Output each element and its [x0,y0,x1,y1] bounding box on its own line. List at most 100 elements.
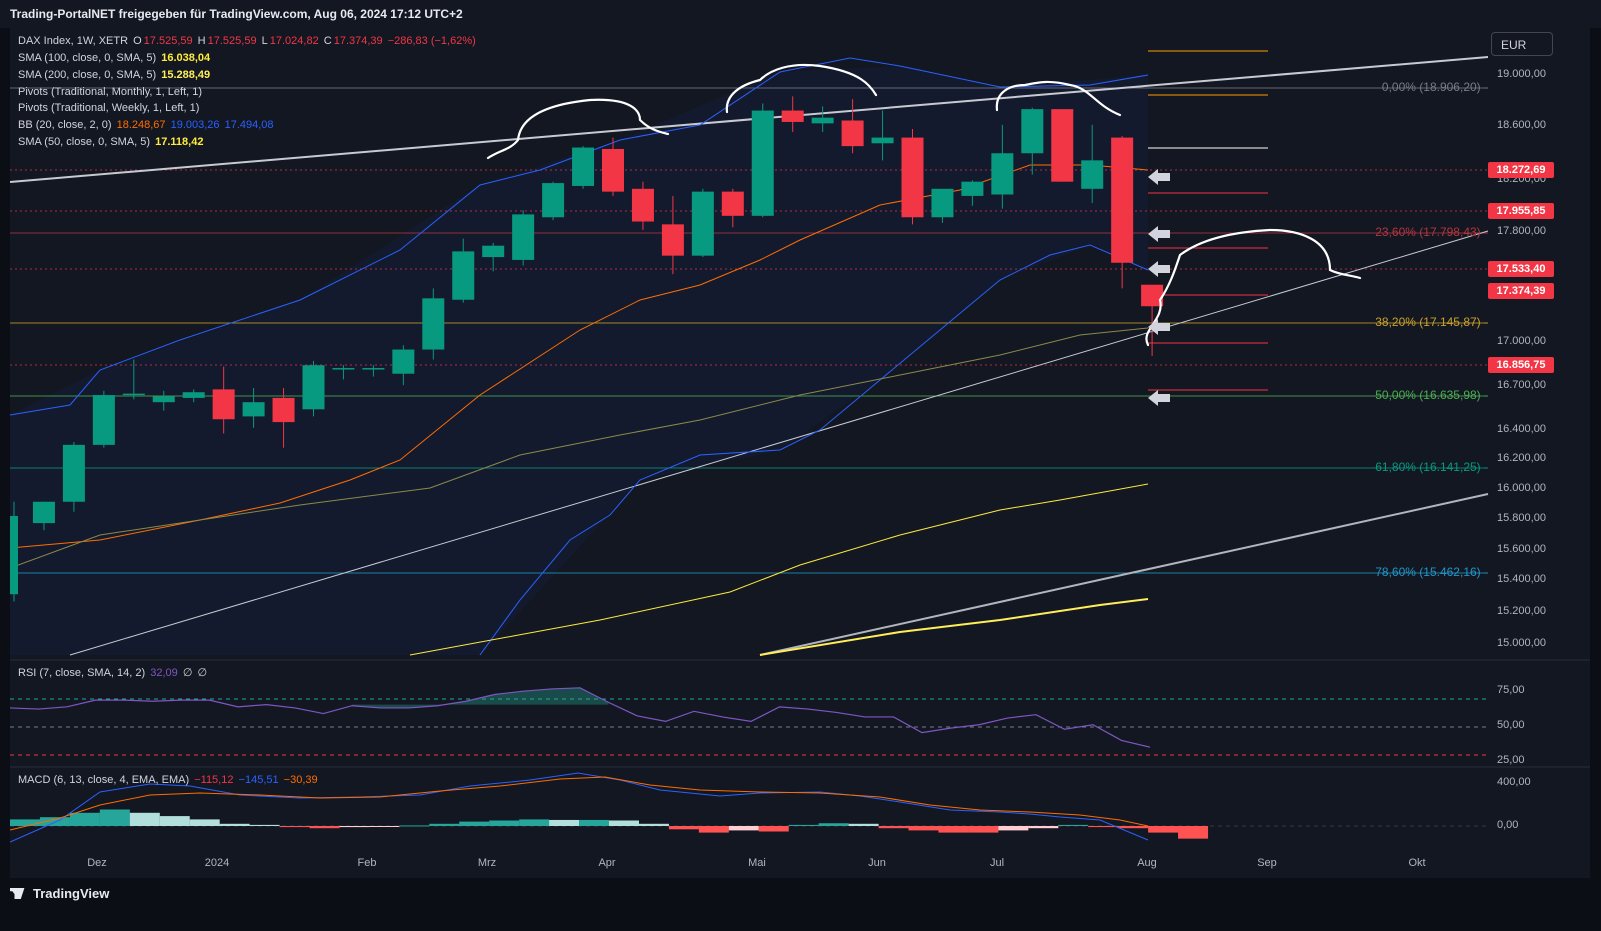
macd-histogram-bar [10,819,40,826]
price-tick: 15.400,00 [1497,573,1546,585]
tradingview-logo-text: TradingView [33,886,110,901]
candle-body [242,402,265,417]
price-tick: 17.000,00 [1497,335,1546,347]
price-label: 17.374,39 [1488,283,1554,299]
sma50-label: SMA (50, close, 0, SMA, 5) [18,136,151,148]
macd-histogram-bar [1088,826,1119,828]
macd-histogram-bar [39,817,70,826]
trendline-upper [10,56,1489,183]
legend-pivots-weekly[interactable]: Pivots (Traditional, Weekly, 1, Left, 1) [18,102,201,114]
candle-body [302,365,325,410]
macd-histogram-bar [968,826,999,833]
candle-body [691,191,714,256]
candle-body [1081,160,1104,189]
macd-hist-value: −115,12 [194,774,234,786]
macd-signal-value: −30,39 [283,774,318,786]
tradingview-logo[interactable]: TradingView [10,886,109,901]
rsi-extra-2: ∅ [197,667,208,679]
legend-rsi[interactable]: RSI (7, close, SMA, 14, 2) 32,09 ∅ ∅ [18,666,209,679]
candle-body [482,245,505,258]
macd-value: −145,51 [238,774,279,786]
macd-histogram-bar [519,819,550,826]
pivots-monthly-label: Pivots (Traditional, Monthly, 1, Left, 1… [18,86,203,98]
legend-pivots-monthly[interactable]: Pivots (Traditional, Monthly, 1, Left, 1… [18,86,204,98]
legend-low-label: L [261,35,268,47]
legend-macd[interactable]: MACD (6, 13, close, 4, EMA, EMA) −115,12… [18,774,320,786]
candle-body [811,117,834,124]
chart-panel[interactable] [10,28,1590,900]
macd-histogram-bar [249,824,280,826]
macd-histogram-bar [1148,826,1179,833]
macd-histogram-bar [998,826,1029,831]
legend-open: 17.525,59 [143,35,193,47]
candle-body [332,368,355,370]
macd-histogram-bar [429,823,460,826]
legend-sma100[interactable]: SMA (100, close, 0, SMA, 5) 16.038,04 [18,52,212,64]
macd-histogram-bar [758,826,789,832]
candle-body [721,191,744,216]
price-label: 16.856,75 [1488,357,1554,373]
candle-body [62,444,85,502]
macd-histogram-bar [279,826,310,828]
bb-upper: 19.003,26 [170,119,220,131]
macd-histogram-bar [609,820,639,826]
price-tick: 16.700,00 [1497,379,1546,391]
left-arrow-icon [1148,261,1170,277]
sma200-line [759,598,1149,656]
time-tick: Feb [357,857,377,869]
price-tick: 19.000,00 [1497,68,1546,80]
macd-histogram-bar [369,826,400,827]
candle-body [212,389,235,420]
legend-low: 17.024,82 [269,35,319,47]
time-tick: Jun [868,857,886,869]
macd-histogram-bar [549,819,580,826]
macd-histogram-bar [638,823,669,826]
candle-body [392,349,415,374]
sma50-line [10,327,1149,569]
rsi-tick: 25,00 [1497,754,1525,766]
candle-body [152,396,175,403]
candle-body [602,148,624,192]
candle-body [452,251,475,300]
chart-canvas[interactable] [10,28,1590,878]
bb-basis-line [10,164,1149,549]
legend-main[interactable]: DAX Index, 1W, XETR O 17.525,59 H 17.525,5… [18,35,478,47]
sma200-value: 15.288,49 [161,69,211,81]
macd-histogram-bar [788,824,819,826]
macd-histogram-bar [1058,824,1089,826]
price-tick: 16.000,00 [1497,482,1546,494]
price-tick: 15.600,00 [1497,543,1546,555]
candle-body [10,515,18,595]
macd-histogram-bar [489,820,520,826]
time-tick: Mai [748,857,766,869]
legend-sma50[interactable]: SMA (50, close, 0, SMA, 5) 17.118,42 [18,136,205,148]
macd-tick: 400,00 [1497,776,1531,788]
candle-body [32,501,55,524]
macd-tick: 0,00 [1497,819,1519,831]
time-tick: Apr [598,857,616,869]
macd-histogram-bar [1178,826,1209,839]
candle-body [512,214,535,260]
candle-body [991,153,1014,195]
candle-body [781,110,804,122]
macd-histogram-bar [1028,826,1059,829]
macd-histogram-bar [698,826,729,833]
legend-close-label: C [323,35,332,47]
price-tick: 15.000,00 [1497,637,1546,649]
legend-high: 17.525,59 [207,35,257,47]
price-tick: 15.200,00 [1497,605,1546,617]
hand-drawn-curve [725,63,878,114]
price-label: 18.272,69 [1488,162,1554,178]
macd-histogram-bar [848,823,879,826]
bb-lower: 17.494,08 [224,119,274,131]
macd-histogram-bar [219,823,250,826]
sma100-label: SMA (100, close, 0, SMA, 5) [18,52,157,64]
macd-histogram-bar [818,823,849,826]
candle-body [92,395,115,445]
legend-sma200[interactable]: SMA (200, close, 0, SMA, 5) 15.288,49 [18,69,212,81]
left-arrow-icon [1148,169,1170,185]
hand-drawn-curve [995,80,1122,117]
bb-label: BB (20, close, 2, 0) [18,119,112,131]
currency-button[interactable]: EUR [1491,32,1553,56]
legend-bb[interactable]: BB (20, close, 2, 0) 18.248,67 19.003,26… [18,119,276,131]
